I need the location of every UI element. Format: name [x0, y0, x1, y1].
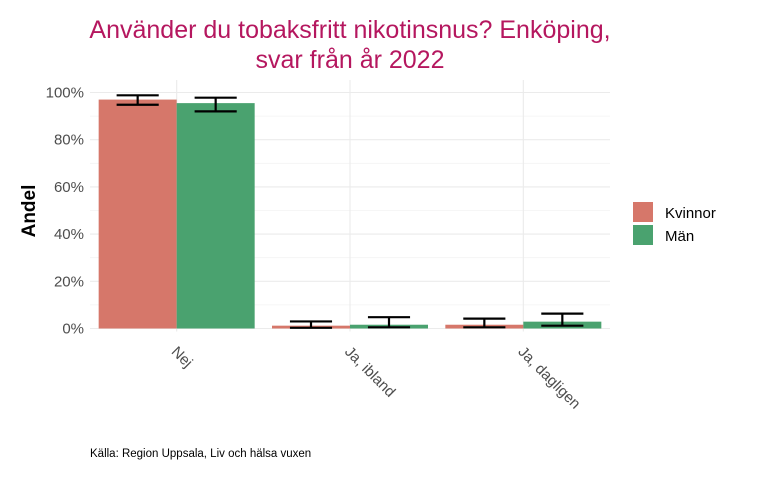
error-bar-man-ja-dagligen [541, 312, 584, 327]
bar-man-nej [176, 103, 255, 329]
y-tick-label: 80% [54, 132, 84, 149]
x-tick-label: Nej [168, 343, 196, 371]
error-bars [116, 94, 584, 329]
error-bar-kvinnor-nej [116, 94, 159, 106]
legend: Kvinnor Män [633, 202, 716, 245]
chart-title-line-2: svar från år 2022 [256, 46, 445, 74]
legend-swatch-man [633, 225, 653, 245]
legend-label-kvinnor: Kvinnor [665, 205, 716, 222]
y-tick-label: 60% [54, 179, 84, 196]
bar-kvinnor-nej [98, 99, 177, 329]
source-caption: Källa: Region Uppsala, Liv och hälsa vux… [90, 448, 311, 460]
chart-title-line-1: Använder du tobaksfritt nikotinsnus? Enk… [89, 16, 610, 44]
error-bar-kvinnor-ja-dagligen [463, 317, 506, 329]
y-tick-label: 40% [54, 226, 84, 243]
error-bar-man-ja-ibland [367, 316, 411, 329]
y-axis-label: Andel [19, 185, 40, 238]
y-tick-label: 100% [46, 85, 84, 102]
legend-label-man: Män [665, 228, 694, 245]
error-bar-man-nej [194, 96, 237, 113]
x-tick-label: Ja, ibland [341, 343, 398, 400]
error-bar-kvinnor-ja-ibland [289, 320, 333, 329]
x-axis: Nej Ja, ibland Ja, dagligen [168, 343, 584, 412]
x-tick-label: Ja, dagligen [515, 343, 584, 412]
y-tick-label: 20% [54, 273, 84, 290]
y-axis: 0% 20% 40% 60% 80% 100% [46, 85, 84, 338]
y-tick-label: 0% [62, 321, 84, 338]
legend-swatch-kvinnor [633, 202, 653, 222]
